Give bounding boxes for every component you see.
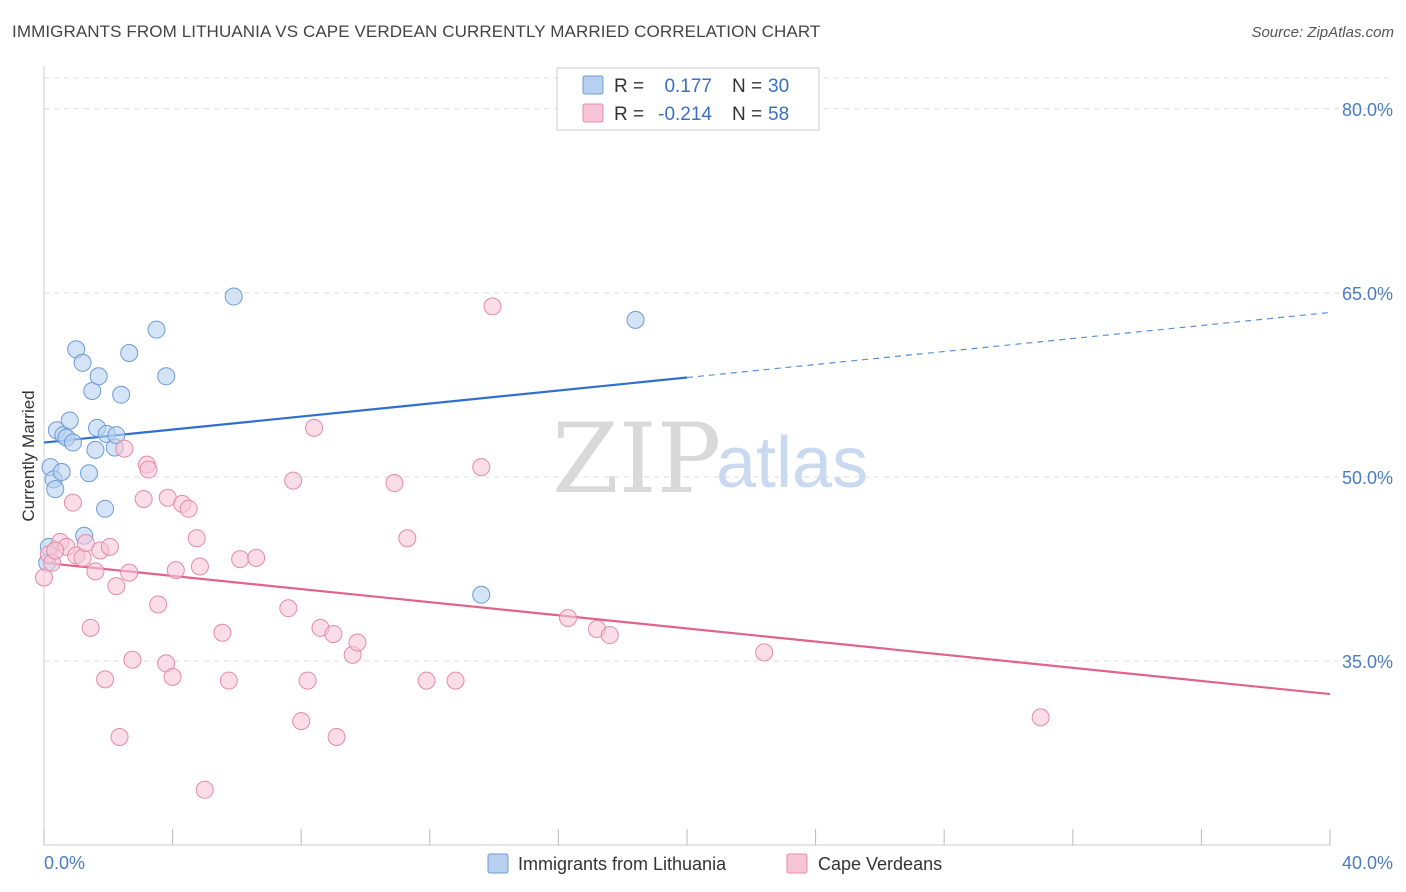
point-cape-verdean — [398, 529, 417, 548]
point-lithuania — [46, 480, 65, 499]
point-cape-verdean — [472, 458, 491, 477]
point-cape-verdean — [195, 780, 214, 799]
point-cape-verdean — [63, 493, 82, 512]
point-lithuania — [472, 585, 491, 604]
point-cape-verdean — [219, 671, 238, 690]
point-cape-verdean — [327, 728, 346, 747]
point-lithuania — [80, 464, 99, 483]
y-tick-label: 80.0% — [1342, 100, 1393, 120]
point-lithuania — [73, 353, 92, 372]
point-lithuania — [89, 367, 108, 386]
point-cape-verdean — [149, 595, 168, 614]
bottom-legend-label-cape-verdean: Cape Verdeans — [818, 854, 942, 874]
point-lithuania — [60, 411, 79, 430]
series-legend: Immigrants from Lithuania Cape Verdeans — [487, 853, 942, 874]
point-lithuania — [112, 385, 131, 404]
point-cape-verdean — [292, 712, 311, 731]
point-lithuania — [626, 310, 645, 329]
point-cape-verdean — [73, 548, 92, 567]
point-cape-verdean — [348, 633, 367, 652]
point-cape-verdean — [1031, 708, 1050, 727]
bottom-legend-swatch-lithuania — [487, 853, 509, 874]
legend-r-value-1: 0.177 — [664, 76, 712, 97]
point-cape-verdean — [324, 624, 343, 643]
legend-n-label-1: N = — [732, 76, 762, 97]
point-cape-verdean — [115, 439, 134, 458]
point-cape-verdean — [134, 489, 153, 508]
point-cape-verdean — [110, 728, 129, 747]
grid-lines — [44, 77, 1394, 662]
source-label: Source: ZipAtlas.com — [1251, 24, 1394, 41]
point-lithuania — [120, 343, 139, 362]
point-cape-verdean — [86, 562, 105, 581]
point-cape-verdean — [279, 599, 298, 618]
point-cape-verdean — [305, 418, 324, 437]
axes — [43, 66, 1331, 846]
point-cape-verdean — [298, 671, 317, 690]
point-cape-verdean — [483, 297, 502, 316]
point-lithuania — [157, 367, 176, 386]
point-cape-verdean — [284, 471, 303, 490]
point-lithuania — [107, 426, 126, 445]
correlation-legend: R = 0.177 N = 30 R = -0.214 N = 58 — [556, 67, 820, 131]
point-cape-verdean — [35, 568, 53, 587]
point-lithuania — [96, 499, 115, 518]
legend-swatch-lithuania — [582, 75, 604, 95]
point-lithuania — [147, 320, 166, 339]
legend-r-label-2: R = — [614, 104, 644, 125]
legend-r-value-2: -0.214 — [658, 104, 712, 125]
legend-r-label-1: R = — [614, 76, 644, 97]
watermark-atlas: atlas — [716, 423, 868, 503]
point-cape-verdean — [385, 474, 404, 493]
point-cape-verdean — [163, 667, 182, 686]
trend-line-lithuania — [43, 376, 688, 444]
point-cape-verdean — [123, 650, 142, 669]
point-cape-verdean — [247, 548, 266, 567]
point-cape-verdean — [81, 618, 100, 637]
point-lithuania — [86, 440, 105, 459]
x-tick-label-max: 40.0% — [1342, 853, 1393, 873]
data-points — [35, 287, 1050, 799]
y-axis-label: Currently Married — [19, 390, 38, 521]
bottom-legend-swatch-cape-verdean — [786, 853, 808, 874]
point-cape-verdean — [166, 561, 185, 580]
point-cape-verdean — [96, 670, 115, 689]
watermark-zip: ZIP — [552, 403, 721, 515]
trend-lines — [43, 311, 1331, 696]
point-cape-verdean — [107, 577, 126, 596]
legend-swatch-cape-verdean — [582, 103, 604, 123]
point-cape-verdean — [120, 563, 139, 582]
bottom-legend-label-lithuania: Immigrants from Lithuania — [518, 854, 727, 874]
point-cape-verdean — [446, 671, 465, 690]
legend-n-value-1: 30 — [768, 76, 789, 97]
trend-line-lithuania-extension — [686, 311, 1331, 379]
tick-labels: 35.0% 50.0% 65.0% 80.0% 0.0% 40.0% — [44, 100, 1393, 873]
point-cape-verdean — [213, 623, 232, 642]
point-cape-verdean — [231, 550, 250, 569]
point-cape-verdean — [187, 529, 206, 548]
point-cape-verdean — [46, 541, 65, 560]
y-tick-label: 50.0% — [1342, 468, 1393, 488]
point-lithuania — [63, 433, 82, 452]
point-cape-verdean — [755, 643, 774, 662]
legend-n-value-2: 58 — [768, 104, 789, 125]
point-cape-verdean — [600, 626, 619, 645]
point-lithuania — [224, 287, 243, 306]
x-tick-label-min: 0.0% — [44, 853, 85, 873]
point-cape-verdean — [76, 534, 95, 553]
point-cape-verdean — [190, 557, 209, 576]
legend-n-label-2: N = — [732, 104, 762, 125]
point-cape-verdean — [559, 609, 578, 628]
point-cape-verdean — [417, 671, 436, 690]
point-cape-verdean — [139, 460, 158, 479]
point-cape-verdean — [100, 537, 119, 556]
y-tick-label: 35.0% — [1342, 652, 1393, 672]
y-tick-label: 65.0% — [1342, 284, 1393, 304]
chart-title: IMMIGRANTS FROM LITHUANIA VS CAPE VERDEA… — [12, 22, 821, 41]
trend-line-cape-verdean — [43, 561, 1331, 696]
point-cape-verdean — [179, 499, 198, 518]
point-lithuania — [52, 462, 71, 481]
